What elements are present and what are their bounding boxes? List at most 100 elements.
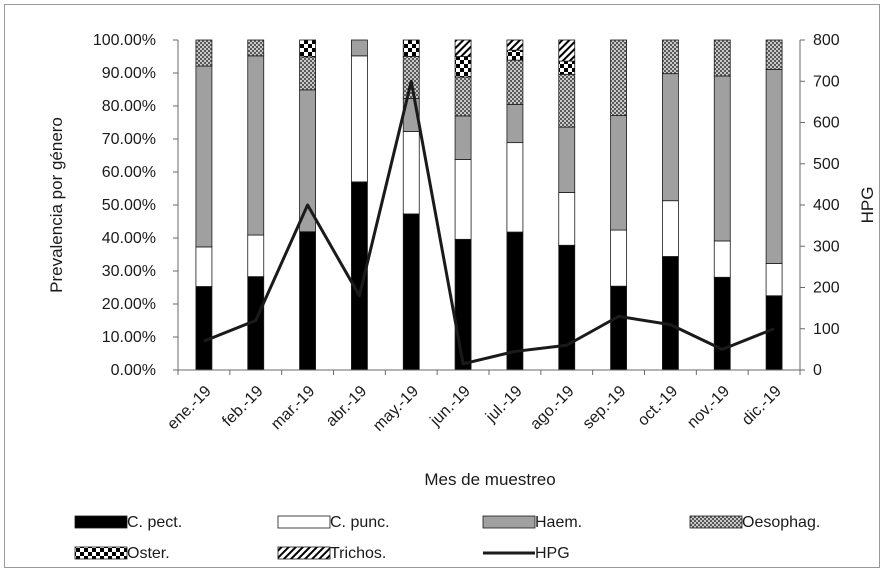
- y2-tick-label: 700: [813, 73, 840, 90]
- legend-label-trichos: Trichos.: [330, 545, 386, 562]
- y2-tick-label: 500: [813, 156, 840, 173]
- bar-segment-cpunc: [454, 159, 472, 240]
- bar-segment-haem: [506, 103, 524, 144]
- bar-segment-cpunc: [558, 192, 576, 246]
- x-tick-label: abr.-19: [323, 383, 370, 430]
- hpg-line-layer: [203, 79, 775, 366]
- hpg-line: [203, 79, 775, 366]
- bar-segment-trichos: [454, 39, 472, 57]
- legend-item-oster: Oster.: [74, 545, 170, 562]
- legend-item-cpunc: C. punc.: [277, 514, 390, 531]
- y2-tick-label: 300: [813, 238, 840, 255]
- legend-item-trichos: Trichos.: [277, 545, 386, 562]
- bar-segment-haem: [195, 65, 213, 248]
- bar-segment-haem: [299, 89, 316, 233]
- y-tick-label: 30.00%: [102, 263, 156, 280]
- bar-segment-cpect: [713, 276, 731, 371]
- legend-swatch-haem: [482, 515, 536, 529]
- y-tick-label: 60.00%: [102, 164, 156, 181]
- bar-segment-cpect: [765, 295, 783, 371]
- legend-item-haem: Haem.: [482, 514, 582, 531]
- bar-segment-cpunc: [351, 55, 368, 183]
- bar-segment-cpunc: [765, 263, 783, 297]
- bar-segment-oeso: [506, 59, 524, 105]
- bar-segment-haem: [713, 75, 731, 242]
- bar-segment-oeso: [299, 56, 316, 91]
- bar-segment-trichos: [506, 39, 524, 51]
- bar-segment-oeso: [454, 76, 472, 117]
- bar-segment-cpect: [610, 285, 627, 371]
- x-tick-label: ago.-19: [527, 383, 577, 433]
- bar-segment-cpect: [454, 238, 472, 371]
- bar-segment-haem: [247, 55, 265, 236]
- y2-tick-label: 200: [813, 280, 840, 297]
- bar-segment-haem: [765, 68, 783, 264]
- x-tick-label: dic.-19: [739, 383, 785, 429]
- legend-label-oster: Oster.: [127, 545, 170, 562]
- bar-segment-oster: [558, 60, 576, 75]
- bar-segment-oeso: [402, 56, 420, 99]
- x-tick-label: sep.-19: [580, 383, 630, 433]
- y2-tick-label: 100: [813, 321, 840, 338]
- bar-segment-haem: [351, 39, 368, 57]
- x-tick-label: oct.-19: [635, 383, 682, 430]
- y-tick-label: 70.00%: [102, 131, 156, 148]
- bar-segment-cpunc: [195, 246, 213, 287]
- y2-tick-label: 600: [813, 115, 840, 132]
- y-tick-label: 0.00%: [111, 362, 156, 379]
- bar-segment-haem: [662, 73, 679, 202]
- bar-segment-haem: [454, 115, 472, 160]
- bar-segment-oster: [454, 56, 472, 78]
- bar-segment-haem: [558, 126, 576, 193]
- bar-segment-oeso: [610, 39, 627, 116]
- legend-label-cpunc: C. punc.: [330, 514, 390, 531]
- y-axis-title: Prevalencia por género: [47, 117, 66, 293]
- y2-axis-title: HPG: [858, 187, 877, 224]
- bar-segment-cpect: [402, 213, 420, 371]
- y-tick-label: 20.00%: [102, 296, 156, 313]
- bar-segment-oster: [402, 39, 420, 57]
- bar-segment-oeso: [662, 39, 679, 75]
- legend-item-cpect: C. pect.: [74, 514, 182, 531]
- x-tick-label: mar.-19: [268, 383, 318, 433]
- y-tick-label: 80.00%: [102, 98, 156, 115]
- legend-swatch-oster: [74, 546, 128, 560]
- legend-label-hpg: HPG: [535, 545, 570, 562]
- legend-swatch-cpunc: [277, 515, 331, 529]
- bar-segment-oeso: [558, 73, 576, 128]
- bar-segment-cpect: [299, 231, 316, 371]
- bar-segment-haem: [610, 115, 627, 231]
- bar-segment-oeso: [195, 39, 213, 67]
- x-tick-label: nov.-19: [684, 383, 733, 432]
- y2-tick-label: 800: [813, 32, 840, 49]
- y2-tick-label: 0: [813, 362, 822, 379]
- bar-segment-oster: [299, 39, 316, 58]
- legend-swatch-trichos: [277, 546, 331, 560]
- bar-segment-cpect: [662, 256, 679, 371]
- legend-item-hpg: HPG: [483, 545, 570, 562]
- bar-segment-cpect: [558, 244, 576, 371]
- y2-tick-label: 400: [813, 197, 840, 214]
- x-tick-label: feb.-19: [219, 383, 266, 430]
- y-tick-label: 40.00%: [102, 230, 156, 247]
- bar-segment-cpunc: [713, 240, 731, 278]
- legend-label-oeso: Oesophag.: [742, 514, 820, 531]
- x-tick-label: jul.-19: [482, 383, 526, 427]
- bar-segment-trichos: [558, 39, 576, 62]
- bar-segment-cpunc: [610, 229, 627, 287]
- legend-swatch-cpect: [74, 515, 128, 529]
- y-tick-label: 90.00%: [102, 65, 156, 82]
- legend: C. pect. C. punc. Haem. Oesophag. Oster. Tric…: [74, 514, 820, 562]
- legend-label-haem: Haem.: [535, 514, 582, 531]
- bar-segment-oeso: [713, 39, 731, 77]
- y-tick-label: 10.00%: [102, 329, 156, 346]
- legend-item-oeso: Oesophag.: [689, 514, 820, 531]
- bar-segment-cpunc: [662, 200, 679, 257]
- y-tick-label: 100.00%: [93, 32, 156, 49]
- chart-frame: [4, 4, 880, 568]
- bar-segment-oster: [506, 49, 524, 61]
- x-tick-label: jun.-19: [427, 383, 474, 430]
- x-axis-title: Mes de muestreo: [424, 470, 555, 489]
- bar-segment-cpect: [195, 286, 213, 371]
- bars-layer: [195, 39, 783, 371]
